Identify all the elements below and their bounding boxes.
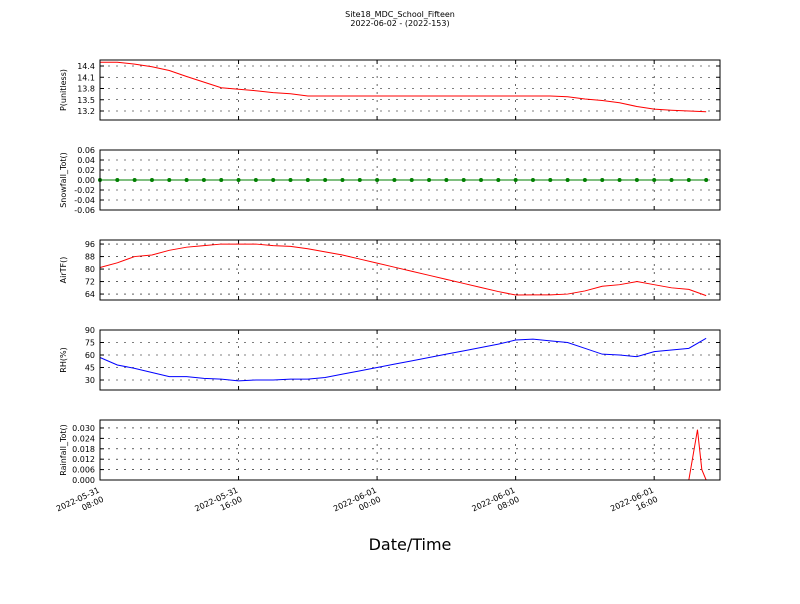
plot-frame — [99, 329, 721, 391]
data-point — [617, 178, 622, 182]
data-point — [461, 178, 466, 182]
y-tick-label: 75 — [85, 339, 95, 348]
data-point — [201, 178, 206, 182]
y-tick-label: 64 — [85, 290, 95, 299]
x-tick-label: 2022-06-0100:00 — [332, 486, 382, 523]
y-tick-label: 90 — [85, 326, 95, 335]
y-tick-label: 0.030 — [72, 424, 95, 433]
y-axis-label: Snowfall_Tot() — [59, 152, 68, 208]
data-point — [530, 178, 535, 182]
plot-frame — [99, 149, 721, 211]
data-point — [184, 178, 189, 182]
y-tick-label: 14.1 — [77, 73, 95, 82]
y-tick-label: 0.00 — [77, 176, 95, 185]
x-tick-label: 2022-06-0108:00 — [471, 486, 521, 523]
y-tick-label: 88 — [85, 253, 95, 262]
data-point — [600, 178, 605, 182]
data-point — [513, 178, 518, 182]
data-point — [288, 178, 293, 182]
y-tick-label: 60 — [85, 351, 95, 360]
data-point — [652, 178, 657, 182]
y-tick-label: 13.2 — [77, 107, 95, 116]
y-tick-label: 0.000 — [72, 476, 95, 485]
data-point — [548, 178, 553, 182]
data-point — [149, 178, 154, 182]
chart-subtitle: 2022-06-02 - (2022-153) — [350, 19, 449, 28]
y-tick-label: -0.04 — [74, 196, 95, 205]
y-tick-label: 80 — [85, 265, 95, 274]
data-point — [634, 178, 639, 182]
y-tick-label: 72 — [85, 278, 95, 287]
y-axis-label: RH(%) — [59, 347, 68, 372]
data-point — [253, 178, 258, 182]
data-point — [323, 178, 328, 182]
data-point — [444, 178, 449, 182]
plot-frame — [99, 239, 721, 301]
data-point — [669, 178, 674, 182]
data-point — [565, 178, 570, 182]
data-point — [219, 178, 224, 182]
y-tick-label: 0.024 — [72, 434, 95, 443]
x-tick-label: 2022-06-0116:00 — [609, 486, 659, 523]
data-point — [305, 178, 310, 182]
data-point — [479, 178, 484, 182]
y-tick-label: 0.012 — [72, 455, 95, 464]
y-tick-label: -0.02 — [74, 186, 95, 195]
data-point — [582, 178, 587, 182]
data-line — [100, 429, 707, 481]
x-tick-label: 2022-05-3108:00 — [55, 486, 105, 523]
data-point — [496, 178, 501, 182]
x-tick-label: 2022-05-3116:00 — [193, 486, 243, 523]
data-line — [99, 337, 707, 382]
y-tick-label: 0.02 — [77, 166, 95, 175]
data-point — [375, 178, 380, 182]
data-point — [704, 178, 709, 182]
y-tick-label: -0.06 — [74, 206, 95, 215]
y-axis-label: Rainfall_Tot() — [59, 424, 68, 476]
y-tick-label: 13.5 — [77, 96, 95, 105]
y-tick-label: 45 — [85, 364, 95, 373]
y-tick-label: 0.04 — [77, 156, 95, 165]
data-point — [115, 178, 120, 182]
data-point — [392, 178, 397, 182]
y-tick-label: 0.018 — [72, 445, 95, 454]
y-tick-label: 13.8 — [77, 85, 95, 94]
data-point — [340, 178, 345, 182]
x-axis-label: Date/Time — [369, 535, 452, 554]
data-point — [409, 178, 414, 182]
y-tick-label: 30 — [85, 376, 95, 385]
y-tick-label: 0.006 — [72, 466, 95, 475]
y-axis-label: AirTF() — [59, 257, 68, 284]
plot-frame — [99, 59, 721, 121]
data-point — [236, 178, 241, 182]
data-point — [357, 178, 362, 182]
y-tick-label: 0.06 — [77, 146, 95, 155]
data-point — [132, 178, 137, 182]
chart-title: Site18_MDC_School_Fifteen — [345, 10, 455, 19]
y-tick-label: 14.4 — [77, 62, 95, 71]
data-point — [167, 178, 172, 182]
data-point — [427, 178, 432, 182]
data-point — [271, 178, 276, 182]
y-tick-label: 96 — [85, 240, 95, 249]
y-axis-label: P(unitless) — [59, 69, 68, 111]
data-line — [100, 61, 707, 113]
plot-frame — [99, 419, 721, 481]
data-point — [686, 178, 691, 182]
data-line — [99, 243, 707, 297]
